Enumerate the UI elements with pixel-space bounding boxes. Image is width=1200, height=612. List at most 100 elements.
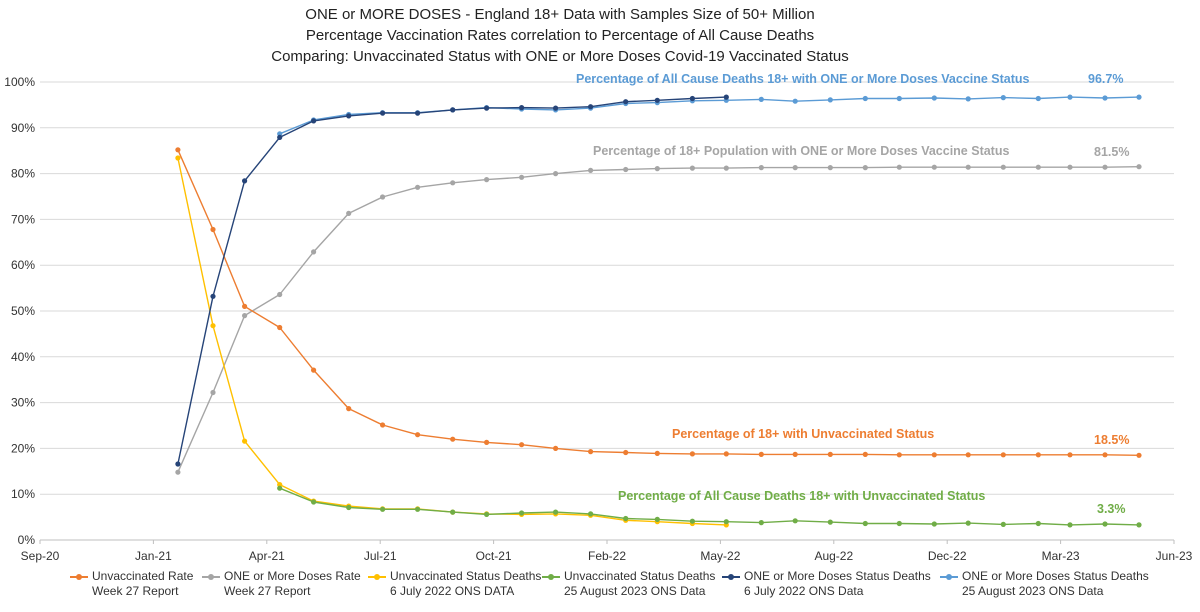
data-point [415,506,421,512]
data-point [1000,452,1006,458]
x-tick-label: Jan-21 [135,549,172,563]
data-point [450,436,456,442]
series-line [279,487,1140,526]
data-point [277,291,283,298]
legend-swatch-dot [946,574,952,580]
data-point [862,165,868,171]
series-5 [277,94,1142,137]
data-point [588,104,594,110]
data-point [689,518,696,524]
data-point [415,184,421,190]
data-point [1067,164,1073,170]
legend-swatch-dot [374,574,380,580]
data-point [553,509,559,515]
y-axis-tick-labels: 0% 10% 20% 30% 40% 50% 60% 70% 80% 90% 100% [4,75,35,547]
x-tick-label: Jul-21 [364,549,397,563]
y-tick-label: 100% [4,75,35,89]
data-point [242,313,248,319]
data-point [210,293,216,299]
x-tick-label: Jun-23 [1156,549,1193,563]
data-point [896,520,902,527]
data-point [1067,94,1073,100]
legend-swatch-dot [208,574,214,580]
data-point [931,95,937,101]
annotation-label: Percentage of 18+ with Unvaccinated Stat… [672,427,934,441]
data-point [311,367,317,373]
data-point [1035,452,1041,458]
annotation-label: 81.5% [1094,145,1129,159]
legend-sublabel: 6 July 2022 ONS Data [744,584,864,598]
data-point [415,110,421,116]
legend-swatch-dot [76,574,82,580]
series-0 [175,147,1142,458]
legend-label: ONE or More Doses Status Deaths [962,569,1149,583]
x-tick-label: Feb-22 [588,549,626,563]
data-point [1102,452,1108,458]
data-point [1000,95,1006,101]
data-point [380,506,386,512]
data-point [1035,520,1041,527]
data-point [1102,521,1108,527]
data-point [519,174,525,180]
data-point [723,94,729,100]
data-point [311,249,317,255]
y-tick-label: 10% [11,487,35,501]
data-point [484,511,490,517]
data-point [654,450,660,456]
data-point [553,171,559,177]
data-point [242,178,248,184]
data-point [862,95,868,102]
data-point [689,95,696,102]
data-point [553,105,559,111]
data-point [553,445,559,451]
data-point [792,165,798,171]
y-tick-label: 80% [11,167,35,181]
x-tick-label: Dec-22 [928,549,967,563]
legend-swatch-dot [728,574,734,580]
data-point [1136,522,1142,528]
annotation-label: Percentage of All Cause Deaths 18+ with … [618,489,985,503]
legend-sublabel: 25 August 2023 ONS Data [962,584,1104,598]
data-point [758,165,764,171]
data-series [175,94,1142,528]
annotation-label: 96.7% [1088,72,1123,86]
chart-title-line-1: ONE or MORE DOSES - England 18+ Data wit… [305,6,815,23]
data-point [277,131,283,137]
data-point [346,113,352,119]
data-point [450,107,456,113]
data-point [792,451,798,457]
data-point [1136,164,1142,170]
grid-lines [39,81,1175,544]
data-point [965,96,971,102]
data-point [1067,452,1073,458]
y-tick-label: 20% [11,441,35,455]
data-point [758,520,764,526]
legend-label: Unvaccinated Status Deaths [390,569,542,583]
annotation-label: Percentage of All Cause Deaths 18+ with … [576,72,1030,86]
data-point [484,439,490,445]
data-point [1136,452,1142,458]
data-point [1000,164,1006,170]
data-point [827,451,833,457]
series-line [177,166,1140,473]
data-point [519,442,525,448]
data-point [346,406,352,412]
data-point [242,438,248,444]
data-point [827,165,833,171]
data-point [175,461,181,467]
data-point [484,105,490,111]
y-tick-label: 60% [11,258,35,272]
legend-label: ONE or More Doses Status Deaths [744,569,931,583]
series-3 [277,485,1142,528]
data-point [277,485,283,491]
data-point [689,165,696,171]
data-point [758,96,764,102]
data-point [654,97,660,103]
data-point [210,323,216,329]
data-point [1035,95,1041,102]
legend-label: ONE or More Doses Rate [224,569,361,583]
data-point [210,226,216,233]
data-point [346,210,352,216]
data-point [965,452,971,458]
